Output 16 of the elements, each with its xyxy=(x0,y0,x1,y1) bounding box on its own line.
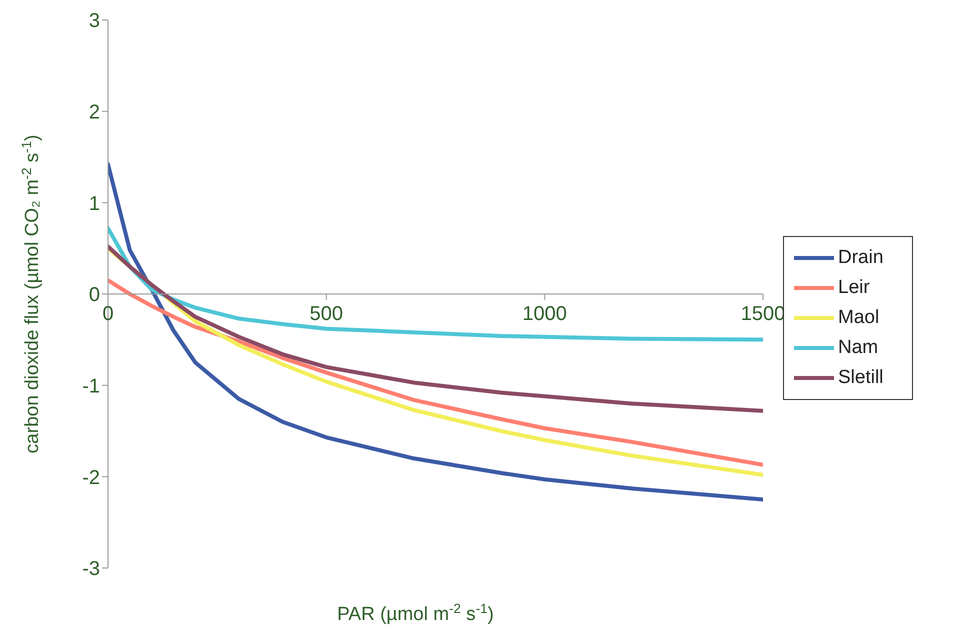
x-tick-label: 1000 xyxy=(522,303,567,325)
y-tick-label: -3 xyxy=(82,558,100,580)
x-tick-label: 500 xyxy=(310,303,344,325)
y-tick-label: 0 xyxy=(88,284,100,306)
y-tick-label: 1 xyxy=(88,192,100,215)
y-tick-label: 2 xyxy=(88,101,100,124)
legend-label: Sletill xyxy=(838,367,884,389)
y-tick-label: -1 xyxy=(82,375,100,398)
y-tick-label: -2 xyxy=(82,466,100,489)
legend-label: Nam xyxy=(838,337,878,359)
legend-label: Leir xyxy=(838,277,870,299)
y-tick-label: 3 xyxy=(88,10,100,32)
legend-label: Maol xyxy=(838,307,880,329)
x-axis-title: PAR (µmol m$^{-2}$ s$^{-1}$) xyxy=(337,600,494,625)
x-tick-label: 0 xyxy=(102,303,114,325)
legend-label: Drain xyxy=(838,247,884,269)
